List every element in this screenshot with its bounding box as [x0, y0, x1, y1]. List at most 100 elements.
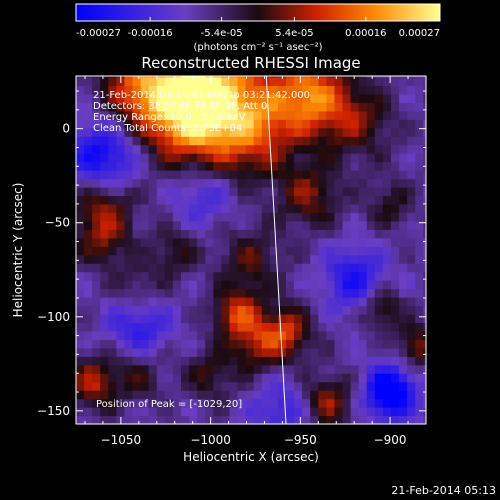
heatmap-cell — [286, 373, 295, 383]
heatmap-cell — [350, 263, 360, 273]
heatmap-cell — [253, 170, 263, 180]
heatmap-cell — [350, 322, 360, 332]
heatmap-cell — [92, 153, 101, 163]
heatmap-cell — [286, 246, 295, 256]
heatmap-cell — [342, 347, 352, 357]
heatmap-cell — [310, 237, 319, 247]
heatmap-cell — [205, 212, 214, 222]
heatmap-cell — [229, 178, 239, 188]
colorbar-units: (photons cm⁻² s⁻¹ asec⁻²) — [193, 42, 322, 53]
heatmap-cell — [164, 254, 174, 264]
heatmap-cell — [172, 373, 182, 383]
y-tick-label: −50 — [45, 216, 70, 230]
x-tick-label: −1050 — [101, 433, 142, 447]
heatmap-cell — [148, 288, 158, 298]
heatmap-cell — [318, 170, 327, 180]
heatmap-cell — [156, 356, 166, 366]
heatmap-cell — [148, 297, 158, 307]
heatmap-cell — [164, 153, 174, 163]
heatmap-cell — [213, 76, 222, 86]
heatmap-cell — [189, 102, 198, 112]
heatmap-cell — [302, 144, 311, 154]
heatmap-cell — [181, 254, 190, 264]
heatmap-cell — [286, 186, 295, 197]
heatmap-cell — [302, 203, 311, 213]
heatmap-cell — [374, 186, 384, 197]
heatmap-cell — [334, 305, 344, 315]
heatmap-cell — [100, 398, 109, 408]
heatmap-cell — [358, 373, 368, 383]
heatmap-cell — [423, 339, 426, 349]
heatmap-cell — [205, 161, 214, 171]
heatmap-cell — [326, 415, 336, 424]
heatmap-cell — [205, 153, 214, 163]
heatmap-cell — [399, 297, 408, 307]
heatmap-cell — [124, 229, 134, 239]
heatmap-cell — [286, 136, 295, 146]
heatmap-cell — [245, 136, 255, 146]
heatmap-cell — [415, 330, 424, 340]
heatmap-cell — [156, 305, 166, 315]
heatmap-cell — [374, 356, 384, 366]
heatmap-cell — [366, 76, 376, 78]
heatmap-cell — [84, 203, 93, 213]
heatmap-cell — [253, 347, 263, 357]
heatmap-cell — [253, 390, 263, 400]
heatmap-cell — [358, 195, 368, 205]
heatmap-cell — [84, 415, 93, 424]
heatmap-cell — [358, 186, 368, 197]
heatmap-cell — [156, 407, 166, 417]
heatmap-cell — [229, 373, 239, 383]
heatmap-cell — [189, 313, 198, 324]
heatmap-cell — [205, 186, 214, 197]
heatmap-cell — [124, 407, 134, 417]
heatmap-cell — [382, 186, 392, 197]
heatmap-cell — [245, 271, 255, 281]
heatmap-cell — [350, 220, 360, 230]
heatmap-cell — [140, 237, 150, 247]
heatmap-cell — [221, 195, 231, 205]
heatmap-cell — [100, 119, 109, 129]
heatmap-cell — [205, 203, 214, 213]
heatmap-cell — [108, 110, 117, 120]
heatmap-cell — [374, 254, 384, 264]
heatmap-cell — [326, 313, 336, 324]
heatmap-cell — [302, 381, 311, 391]
heatmap-cell — [132, 229, 142, 239]
heatmap-cell — [318, 330, 327, 340]
heatmap-cell — [76, 313, 85, 324]
heatmap-cell — [237, 390, 247, 400]
heatmap-cell — [132, 85, 142, 95]
heatmap-cell — [213, 136, 222, 146]
heatmap-cell — [172, 76, 182, 78]
heatmap-cell — [269, 322, 279, 332]
heatmap-cell — [181, 305, 190, 315]
heatmap-cell — [286, 254, 295, 264]
heatmap-cell — [261, 297, 271, 307]
heatmap-cell — [334, 85, 344, 95]
heatmap-cell — [399, 144, 408, 154]
heatmap-cell — [374, 220, 384, 230]
heatmap-cell — [415, 305, 424, 315]
heatmap-cell — [382, 161, 392, 171]
heatmap-cell — [382, 305, 392, 315]
heatmap-cell — [108, 119, 117, 129]
heatmap-cell — [269, 186, 279, 197]
heatmap-cell — [382, 246, 392, 256]
heatmap-cell — [156, 280, 166, 290]
heatmap-cell — [229, 263, 239, 273]
heatmap-cell — [221, 330, 231, 340]
heatmap-cell — [342, 76, 352, 78]
heatmap-cell — [415, 85, 424, 95]
heatmap-cell — [286, 229, 295, 239]
heatmap-cell — [181, 220, 190, 230]
heatmap-cell — [229, 212, 239, 222]
heatmap-cell — [124, 305, 134, 315]
heatmap-cell — [286, 398, 295, 408]
heatmap-cell — [237, 153, 247, 163]
heatmap-cell — [366, 76, 376, 86]
heatmap-cell — [277, 110, 287, 120]
heatmap-cell — [382, 76, 392, 78]
heatmap-cell — [205, 322, 214, 332]
heatmap-cell — [399, 212, 408, 222]
